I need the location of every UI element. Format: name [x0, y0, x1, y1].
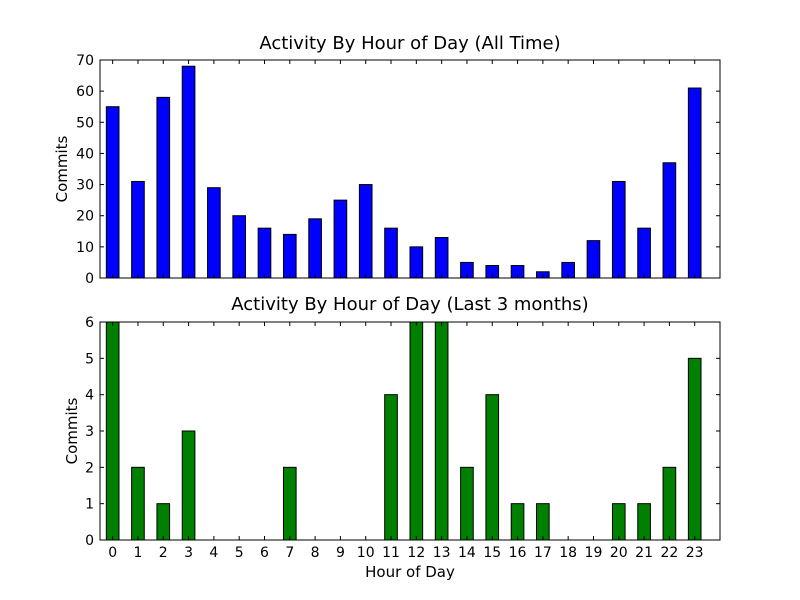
bar-hour-0	[105, 106, 120, 279]
bar-hour-2	[156, 503, 171, 541]
bar-hour-0	[105, 321, 120, 541]
y-tick-label: 6	[85, 315, 94, 331]
ticks: 0 10 20 30 40 50 60 70	[76, 53, 720, 287]
bar-hour-19	[586, 240, 601, 279]
x-tick-label: 8	[311, 545, 320, 561]
y-tick-label: 60	[76, 84, 94, 100]
bar-hour-3	[181, 430, 196, 541]
x-tick-label: 6	[260, 545, 269, 561]
bars	[105, 65, 702, 279]
x-tick-label: 22	[660, 545, 678, 561]
bar-hour-1	[131, 180, 145, 279]
bar-hour-3	[181, 65, 196, 279]
y-tick-label: 30	[76, 178, 94, 194]
all-time-chart: Activity By Hour of Day (All Time) Commi…	[53, 33, 721, 287]
x-tick-label: 20	[610, 545, 628, 561]
bar-hour-20	[611, 503, 626, 541]
x-tick-label: 11	[382, 545, 400, 561]
y-tick-label: 4	[85, 388, 94, 404]
bar-hour-11	[384, 227, 398, 279]
last-3-months-chart: Activity By Hour of Day (Last 3 months) …	[63, 294, 721, 581]
y-tick-label: 2	[85, 460, 94, 476]
x-axis-label: Hour of Day	[365, 563, 455, 581]
plot-frame	[99, 321, 721, 541]
x-tick-label: 4	[209, 545, 218, 561]
y-tick-label: 40	[76, 146, 94, 162]
bar-hour-23	[687, 87, 702, 279]
bar-hour-14	[460, 466, 474, 541]
y-tick-label: 5	[85, 351, 94, 367]
x-tick-label: 7	[285, 545, 294, 561]
x-tick-label: 16	[509, 545, 527, 561]
x-tick-label: 0	[108, 545, 117, 561]
x-tick-label: 5	[235, 545, 244, 561]
x-tick-label: 17	[534, 545, 552, 561]
x-tick-label: 9	[336, 545, 345, 561]
x-tick-label: 15	[483, 545, 501, 561]
bar-hour-17	[536, 503, 550, 541]
bar-hour-4	[207, 187, 221, 279]
x-tick-label: 18	[559, 545, 577, 561]
y-tick-label: 0	[85, 271, 94, 287]
bar-hour-1	[131, 466, 145, 541]
bar-hour-22	[662, 162, 677, 279]
bar-hour-20	[611, 180, 626, 279]
chart-title: Activity By Hour of Day (All Time)	[259, 33, 560, 54]
bar-hour-21	[637, 503, 651, 541]
y-tick-label: 10	[76, 240, 94, 256]
bar-hour-11	[384, 394, 398, 541]
y-tick-label: 0	[85, 533, 94, 549]
x-tick-label: 3	[184, 545, 193, 561]
bar-hour-12	[409, 321, 424, 541]
y-tick-label: 3	[85, 424, 94, 440]
bar-hour-23	[687, 357, 702, 541]
bar-hour-13	[434, 237, 449, 279]
y-tick-label: 50	[76, 115, 94, 131]
chart-title: Activity By Hour of Day (Last 3 months)	[231, 294, 588, 315]
x-tick-label: 12	[407, 545, 425, 561]
bar-hour-9	[333, 199, 348, 279]
x-tick-label: 21	[635, 545, 653, 561]
bar-hour-7	[282, 233, 297, 279]
x-tick-label: 2	[159, 545, 168, 561]
y-tick-label: 70	[76, 53, 94, 69]
plot-frame	[99, 59, 721, 279]
y-tick-label: 1	[85, 497, 94, 513]
bar-hour-10	[358, 184, 373, 279]
bar-hour-13	[434, 321, 449, 541]
bar-hour-15	[485, 394, 500, 541]
bar-hour-12	[409, 246, 424, 279]
bar-hour-5	[232, 215, 247, 279]
bars	[105, 321, 702, 541]
bar-hour-6	[257, 227, 272, 279]
x-tick-label: 10	[357, 545, 375, 561]
x-tick-label: 1	[133, 545, 142, 561]
bar-hour-2	[156, 96, 171, 279]
bar-hour-7	[282, 466, 297, 541]
bar-hour-22	[662, 466, 677, 541]
x-tick-label: 14	[458, 545, 476, 561]
x-tick-label: 19	[585, 545, 603, 561]
bar-hour-8	[308, 218, 322, 279]
bar-hour-16	[510, 503, 525, 541]
x-tick-label: 13	[433, 545, 451, 561]
x-tick-label: 23	[686, 545, 704, 561]
bar-hour-21	[637, 227, 651, 279]
y-axis-label: Commits	[63, 397, 81, 464]
y-axis-label: Commits	[53, 135, 71, 202]
y-tick-label: 20	[76, 209, 94, 225]
